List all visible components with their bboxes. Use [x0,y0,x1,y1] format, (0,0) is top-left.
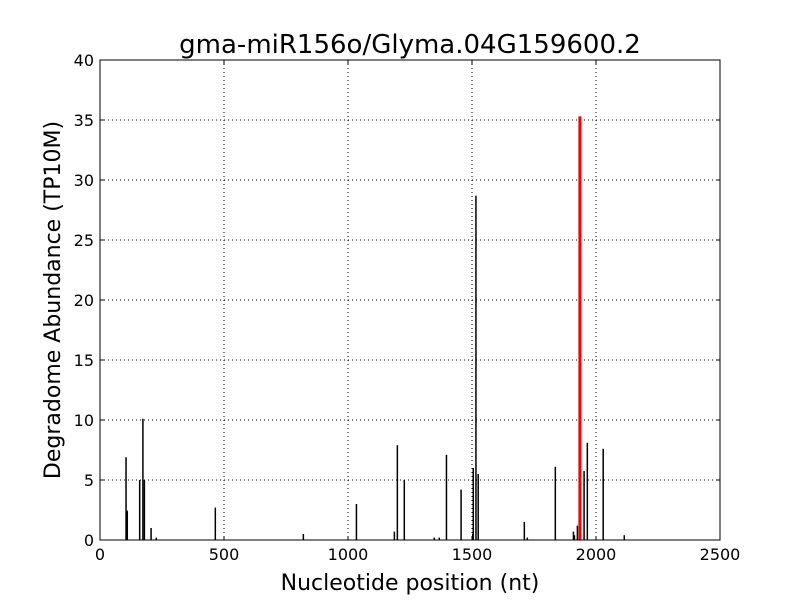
y-axis-label: Degradome Abundance (TP10M) [41,121,66,479]
y-tick-label: 25 [74,231,94,250]
x-tick-label: 1500 [452,545,493,564]
x-tick-label: 1000 [328,545,369,564]
chart-title: gma-miR156o/Glyma.04G159600.2 [179,30,641,60]
y-tick-label: 30 [74,171,94,190]
x-tick-label: 2500 [700,545,741,564]
y-tick-label: 5 [84,471,94,490]
x-tick-label: 500 [209,545,240,564]
y-tick-label: 40 [74,51,94,70]
y-tick-label: 35 [74,111,94,130]
y-tick-label: 10 [74,411,94,430]
x-tick-label: 0 [95,545,105,564]
y-tick-label: 0 [84,531,94,550]
bars [125,116,626,540]
y-tick-label: 15 [74,351,94,370]
y-tick-label: 20 [74,291,94,310]
y-axis: 0 5 10 15 20 25 30 35 40 [74,51,720,550]
x-axis: 0 500 1000 1500 2000 2500 [95,60,740,564]
x-tick-label: 2000 [576,545,617,564]
x-axis-label: Nucleotide position (nt) [281,571,540,596]
